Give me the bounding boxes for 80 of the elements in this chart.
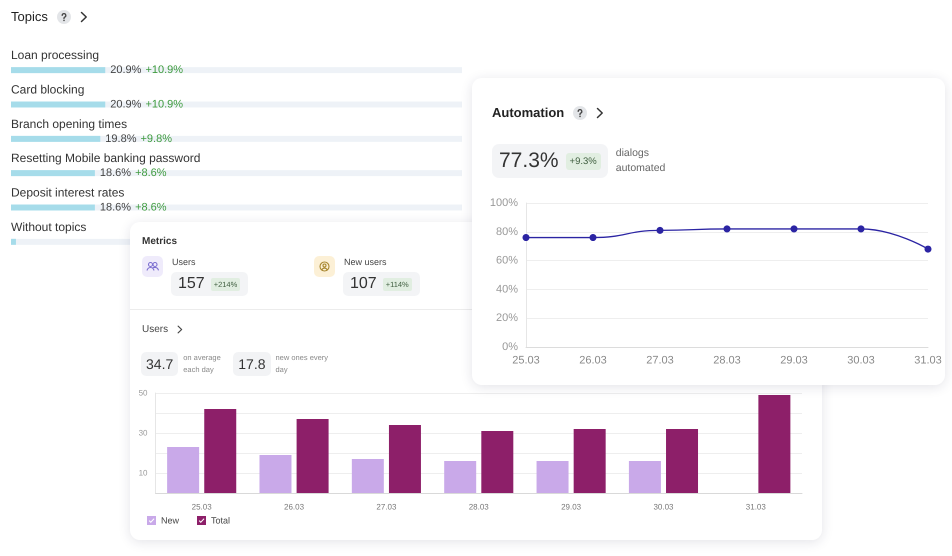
x-tick-label: 31.03 bbox=[914, 354, 942, 366]
x-tick-label: 28.03 bbox=[468, 502, 490, 512]
data-label: 19.8% bbox=[105, 132, 137, 145]
bar bbox=[11, 136, 100, 142]
y-tick-label: 80% bbox=[496, 226, 518, 238]
bar bbox=[296, 419, 329, 493]
bar bbox=[11, 102, 106, 108]
point bbox=[858, 225, 864, 232]
y-tick-label: 60% bbox=[496, 254, 518, 267]
bar bbox=[11, 238, 16, 245]
chart-title: Automation bbox=[492, 105, 564, 120]
point bbox=[522, 234, 530, 242]
annotation: +8.6% bbox=[135, 167, 167, 180]
text: Metrics bbox=[142, 236, 178, 247]
bar bbox=[444, 461, 476, 493]
bar bbox=[666, 429, 698, 493]
legend-label: Total bbox=[211, 516, 230, 526]
y-tick-label: Deposit interest rates bbox=[11, 186, 124, 200]
point bbox=[924, 246, 932, 253]
text: 17.8 bbox=[233, 352, 270, 376]
y-tick-label: 0% bbox=[502, 341, 518, 353]
bar bbox=[259, 455, 292, 493]
text: 107 bbox=[350, 275, 377, 293]
x-tick-label: 25.03 bbox=[512, 354, 540, 366]
annotation: +10.9% bbox=[145, 64, 184, 76]
chart-title: Topics bbox=[11, 9, 48, 24]
bar bbox=[204, 409, 236, 493]
text: 157 bbox=[178, 275, 205, 293]
chart-title: Users bbox=[142, 324, 168, 335]
y-tick-label: Resetting Mobile banking password bbox=[11, 151, 200, 166]
y-tick-label: 20% bbox=[496, 312, 518, 324]
annotation: +10.9% bbox=[145, 98, 184, 110]
bar bbox=[352, 459, 384, 493]
y-tick-label: 30 bbox=[138, 428, 148, 438]
y-tick-label: Branch opening times bbox=[11, 116, 128, 131]
x-tick-label: 30.03 bbox=[653, 502, 674, 512]
x-tick-label: 26.03 bbox=[579, 354, 607, 366]
x-tick-label: 27.03 bbox=[646, 354, 674, 366]
annotation: +9.8% bbox=[140, 132, 172, 145]
data-label: 18.6% bbox=[100, 202, 132, 214]
point bbox=[656, 226, 664, 234]
text: +9.3% bbox=[566, 152, 601, 170]
point bbox=[590, 234, 596, 242]
x-tick-label: 26.03 bbox=[284, 502, 305, 512]
point bbox=[724, 225, 730, 232]
bar bbox=[481, 431, 514, 493]
y-tick-label: 40% bbox=[496, 283, 518, 296]
y-tick-label: 100% bbox=[490, 197, 518, 209]
y-tick-label: 10 bbox=[138, 468, 148, 478]
y-tick-label: Loan processing bbox=[11, 48, 100, 62]
x-tick-label: 30.03 bbox=[847, 354, 875, 366]
y-tick-label: 50 bbox=[138, 388, 148, 398]
bar bbox=[574, 429, 606, 493]
text: 77.3% bbox=[499, 149, 559, 173]
bar bbox=[628, 461, 661, 493]
bar bbox=[11, 204, 95, 210]
point bbox=[790, 225, 798, 232]
x-tick-label: 25.03 bbox=[192, 502, 212, 512]
bar bbox=[536, 461, 569, 493]
x-tick-label: 27.03 bbox=[376, 502, 397, 512]
annotation: +8.6% bbox=[135, 202, 167, 214]
y-tick-label: Card blocking bbox=[11, 82, 84, 96]
bar bbox=[758, 395, 790, 493]
bar bbox=[388, 425, 421, 493]
x-tick-label: 29.03 bbox=[561, 502, 582, 512]
data-label: 20.9% bbox=[110, 98, 142, 110]
text: dialogs automated bbox=[616, 146, 666, 176]
x-tick-label: 29.03 bbox=[780, 354, 808, 366]
bar bbox=[11, 170, 95, 176]
data-label: 20.9% bbox=[110, 64, 142, 76]
legend-label: New bbox=[161, 516, 180, 526]
bar bbox=[167, 447, 200, 493]
x-tick-label: 28.03 bbox=[713, 354, 741, 366]
bar bbox=[11, 67, 106, 74]
text: 34.7 bbox=[141, 352, 178, 376]
data-label: 18.6% bbox=[100, 167, 132, 180]
text: Users bbox=[172, 257, 196, 267]
x-tick-label: 31.03 bbox=[746, 502, 766, 512]
text: New users bbox=[344, 257, 387, 267]
y-tick-label: Without topics bbox=[11, 220, 86, 234]
